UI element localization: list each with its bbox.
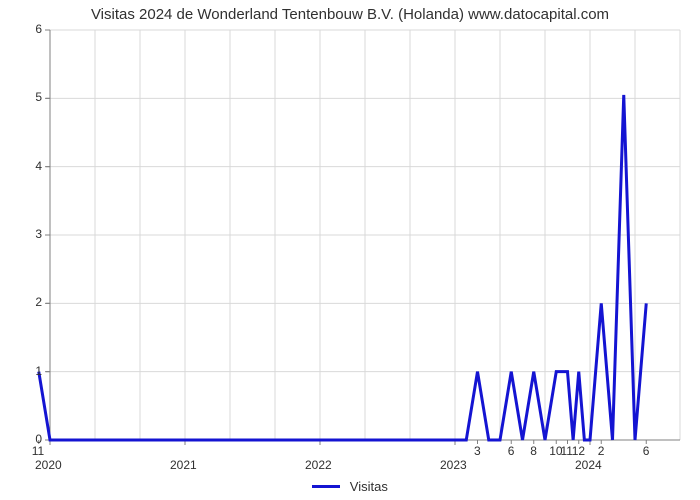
x-minor-label: 6 — [643, 444, 650, 458]
x-minor-label: 11 — [32, 444, 44, 458]
chart-plot — [50, 30, 680, 440]
legend-label: Visitas — [350, 479, 388, 494]
x-major-label: 2023 — [440, 458, 467, 472]
series-line — [39, 95, 647, 440]
x-minor-label: 2 — [598, 444, 605, 458]
y-tick-label: 3 — [35, 227, 42, 241]
x-major-label: 2022 — [305, 458, 332, 472]
legend-swatch — [312, 485, 340, 488]
chart-container: { "chart": { "type": "line", "title": "V… — [0, 0, 700, 500]
y-tick-label: 5 — [35, 90, 42, 104]
y-tick-label: 6 — [35, 22, 42, 36]
y-tick-label: 4 — [35, 159, 42, 173]
x-major-label: 2020 — [35, 458, 62, 472]
x-minor-label: 6 — [508, 444, 515, 458]
x-minor-label: 3 — [474, 444, 481, 458]
x-minor-label: 8 — [530, 444, 537, 458]
legend: Visitas — [0, 478, 700, 494]
chart-title: Visitas 2024 de Wonderland Tentenbouw B.… — [0, 6, 700, 23]
y-tick-label: 2 — [35, 295, 42, 309]
x-major-label: 2024 — [575, 458, 602, 472]
x-minor-label: 12 — [572, 444, 585, 458]
x-major-label: 2021 — [170, 458, 197, 472]
y-tick-label: 1 — [35, 364, 42, 378]
